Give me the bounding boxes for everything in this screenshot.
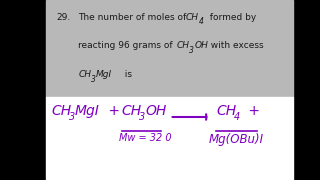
Text: CH: CH [51, 104, 71, 118]
Text: CH: CH [122, 104, 142, 118]
Text: 4: 4 [234, 112, 240, 122]
Bar [46, 97, 293, 180]
Text: 3: 3 [139, 112, 145, 122]
Text: 4: 4 [198, 17, 203, 26]
Text: The number of moles of: The number of moles of [78, 13, 189, 22]
Text: OH: OH [194, 41, 208, 50]
Text: Mg(OBu)I: Mg(OBu)I [209, 133, 264, 146]
Text: +: + [104, 104, 125, 118]
Text: CH: CH [176, 41, 189, 50]
Bar [46, 0, 293, 97]
Text: reacting 96 grams of: reacting 96 grams of [78, 41, 176, 50]
Text: 3: 3 [91, 75, 96, 84]
Text: is: is [119, 70, 132, 79]
Text: CH: CH [78, 70, 92, 79]
Text: +: + [244, 104, 260, 118]
Text: MgI: MgI [96, 70, 112, 79]
Text: OH: OH [145, 104, 166, 118]
Text: 29.: 29. [56, 13, 70, 22]
Text: 3: 3 [68, 112, 75, 122]
Text: CH: CH [186, 13, 199, 22]
Text: with excess: with excess [205, 41, 264, 50]
Text: 3: 3 [189, 46, 194, 55]
Text: formed by: formed by [204, 13, 256, 22]
Text: Mw = 32 0: Mw = 32 0 [119, 133, 172, 143]
Text: MgI: MgI [75, 104, 100, 118]
Text: CH: CH [216, 104, 236, 118]
